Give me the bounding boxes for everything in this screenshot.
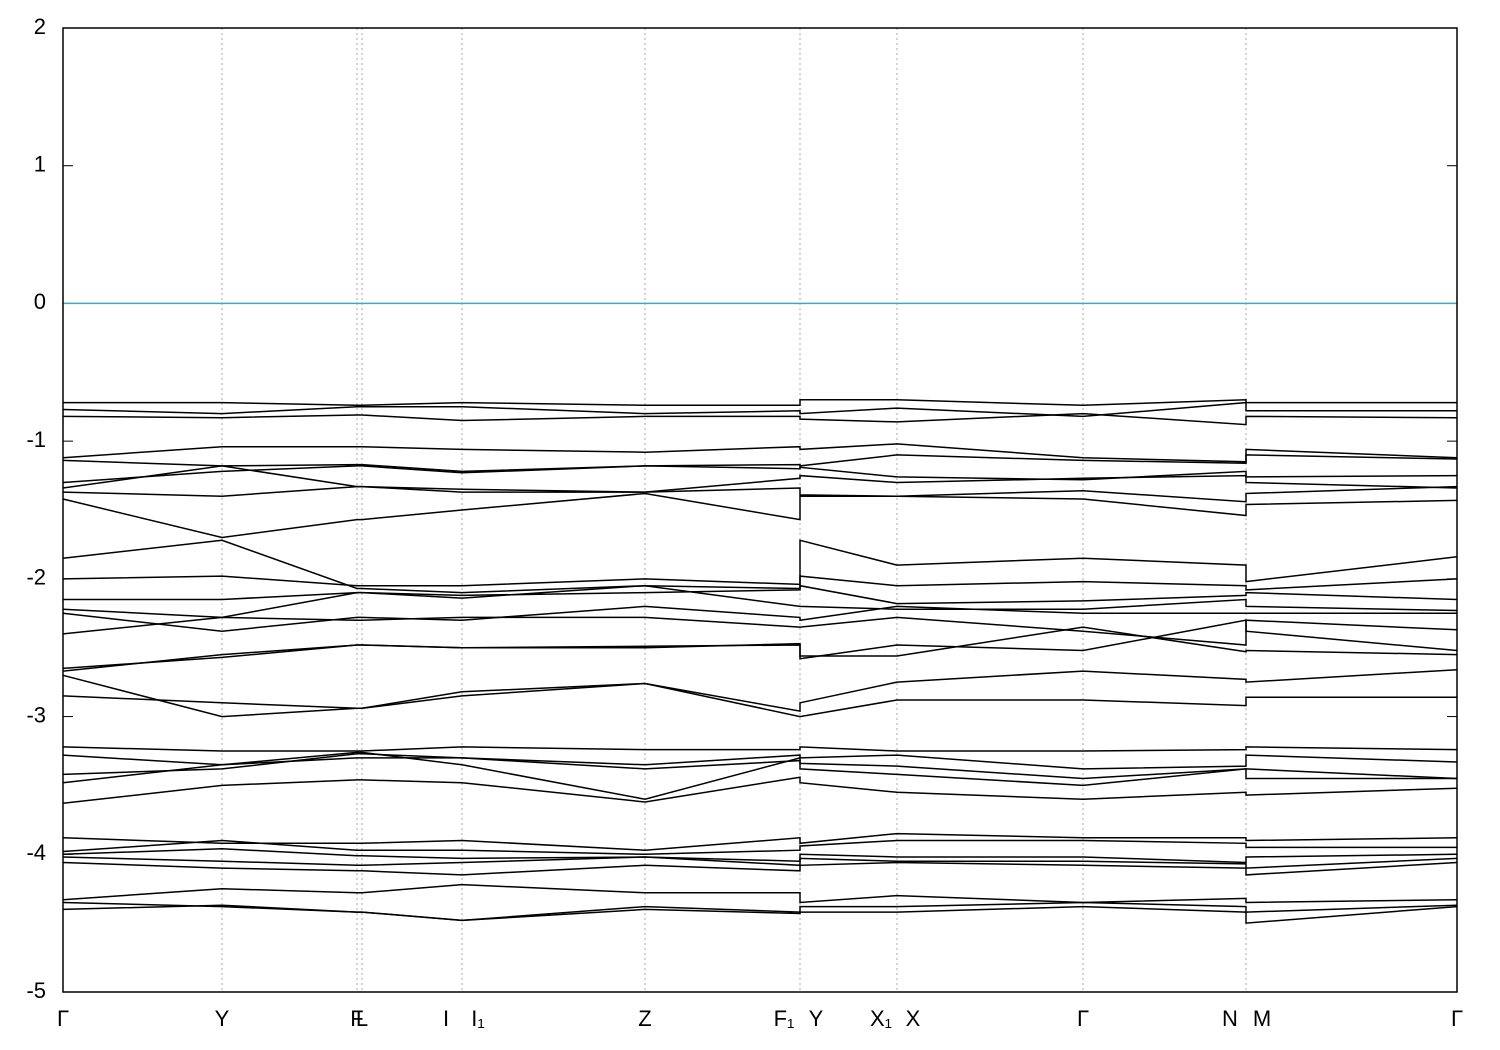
y-tick-label: 2 — [34, 14, 46, 39]
band-line — [62, 626, 1458, 672]
band-line — [62, 883, 1458, 904]
band-line — [62, 754, 1458, 770]
x-tick-label: L — [356, 1006, 368, 1031]
band-line — [63, 399, 1457, 407]
band-line — [62, 861, 1458, 876]
band-line — [62, 575, 1458, 591]
band-line — [62, 839, 1457, 856]
x-tick-label: F₁ — [774, 1006, 795, 1031]
band-line — [62, 674, 1457, 718]
band-line — [62, 465, 1458, 484]
y-tick-label: -5 — [26, 978, 46, 1003]
band-line — [62, 832, 1458, 851]
band-line — [62, 746, 1458, 752]
band-line — [62, 485, 1458, 503]
x-tick-label: Γ — [1077, 1006, 1089, 1031]
x-tick-label: X₁ — [870, 1006, 892, 1031]
y-tick-label: -1 — [26, 427, 46, 452]
y-tick-label: -4 — [26, 840, 46, 865]
band-line — [62, 412, 1458, 426]
plot-frame — [62, 27, 1458, 993]
band-line — [62, 904, 1458, 924]
x-tick-label: Γ — [57, 1006, 69, 1031]
band-line — [62, 454, 1458, 473]
band-line — [62, 401, 1457, 418]
y-tick-label: 1 — [34, 152, 46, 177]
x-tick-label: M — [1253, 1006, 1271, 1031]
y-tick-label: 0 — [34, 289, 46, 314]
x-tick-label: Z — [638, 1006, 651, 1031]
x-tick-label: I₁ — [471, 1006, 485, 1031]
band-line — [62, 492, 1458, 539]
x-tick-label: Y — [809, 1006, 824, 1031]
x-tick-label: X — [906, 1006, 921, 1031]
y-tick-label: -2 — [26, 565, 46, 590]
band-line — [62, 584, 1458, 619]
x-tick-label: I — [443, 1006, 449, 1031]
x-tick-label: F — [350, 1006, 363, 1031]
band-line — [62, 753, 1458, 780]
x-tick-label: N — [1222, 1006, 1238, 1031]
band-line — [62, 776, 1458, 805]
band-line — [62, 751, 1457, 800]
y-tick-label: -3 — [26, 702, 46, 727]
band-line — [62, 616, 1458, 646]
x-tick-label: Γ — [1451, 1006, 1463, 1031]
x-tick-label: Y — [215, 1006, 230, 1031]
